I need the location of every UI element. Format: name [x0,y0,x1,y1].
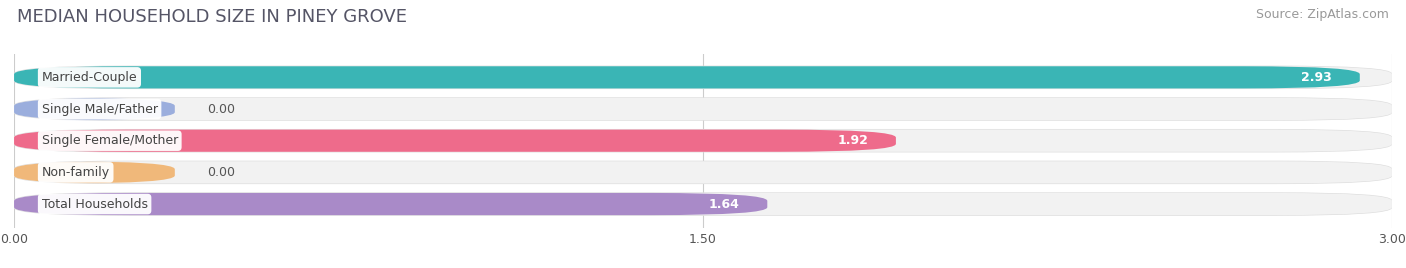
FancyBboxPatch shape [14,161,174,184]
FancyBboxPatch shape [14,66,1360,88]
Text: 2.93: 2.93 [1302,71,1333,84]
FancyBboxPatch shape [14,161,1392,184]
FancyBboxPatch shape [14,130,896,152]
Text: 0.00: 0.00 [207,166,235,179]
FancyBboxPatch shape [14,192,1392,216]
FancyBboxPatch shape [14,97,1392,121]
Text: Source: ZipAtlas.com: Source: ZipAtlas.com [1256,8,1389,21]
FancyBboxPatch shape [14,193,1392,215]
Text: Married-Couple: Married-Couple [42,71,138,84]
Text: 1.92: 1.92 [838,134,869,147]
FancyBboxPatch shape [14,129,1392,152]
Text: Single Male/Father: Single Male/Father [42,103,157,116]
FancyBboxPatch shape [14,66,1392,89]
Text: Total Households: Total Households [42,198,148,211]
FancyBboxPatch shape [14,98,1392,120]
Text: MEDIAN HOUSEHOLD SIZE IN PINEY GROVE: MEDIAN HOUSEHOLD SIZE IN PINEY GROVE [17,8,406,26]
Text: 0.00: 0.00 [207,103,235,116]
Text: Single Female/Mother: Single Female/Mother [42,134,179,147]
FancyBboxPatch shape [14,130,1392,152]
FancyBboxPatch shape [14,161,1392,184]
Text: 1.64: 1.64 [709,198,740,211]
FancyBboxPatch shape [14,98,174,120]
FancyBboxPatch shape [14,66,1392,88]
FancyBboxPatch shape [14,193,768,215]
Text: Non-family: Non-family [42,166,110,179]
